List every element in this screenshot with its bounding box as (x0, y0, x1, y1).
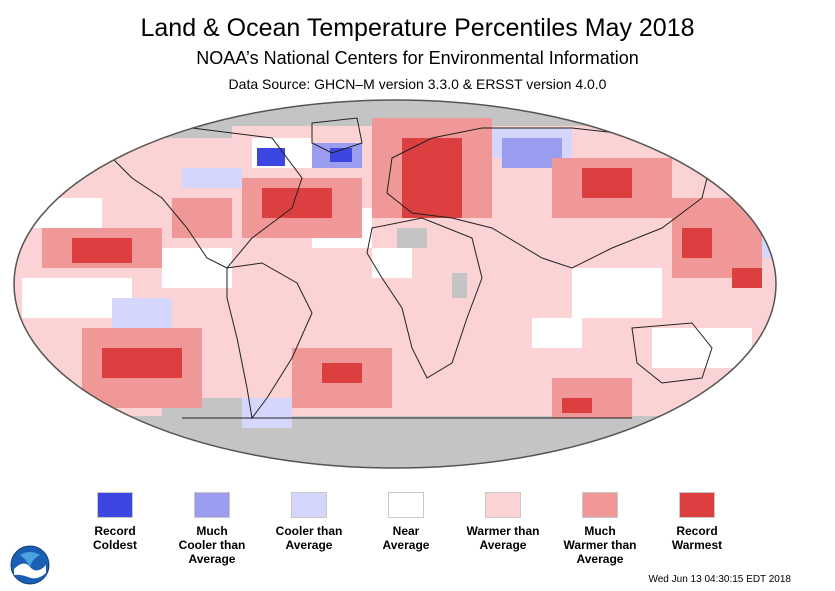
legend: Record Coldest Much Cooler than Average … (60, 492, 760, 572)
legend-item-near-average: Near Average (351, 492, 461, 552)
timestamp: Wed Jun 13 04:30:15 EDT 2018 (648, 574, 791, 585)
legend-item-record-coldest: Record Coldest (60, 492, 170, 552)
legend-label-line: Warmer than (563, 538, 637, 552)
no-data-region (397, 228, 427, 248)
legend-label: Much Warmer than Average (545, 524, 655, 566)
legend-label-line: Coldest (92, 538, 137, 552)
record-warmest-region (732, 268, 762, 288)
legend-label-line: Average (479, 538, 527, 552)
world-map (12, 98, 778, 470)
legend-label: Warmer than Average (448, 524, 558, 552)
legend-label: Record Coldest (60, 524, 170, 552)
legend-swatch (679, 492, 715, 518)
legend-label-line: Average (285, 538, 333, 552)
near-average-region (572, 268, 662, 318)
legend-label-line: Average (576, 552, 624, 566)
legend-label: Near Average (351, 524, 461, 552)
arctic-no-data-region (52, 124, 232, 138)
legend-label-line: Much (196, 524, 228, 538)
antarctic-no-data-region (14, 416, 776, 468)
record-warmest-region (402, 138, 462, 218)
africa-outline (366, 217, 483, 379)
near-average-region (372, 248, 412, 278)
legend-label-line: Average (382, 538, 430, 552)
legend-label-line: Cooler than (275, 524, 343, 538)
map-subtitle: NOAA’s National Centers for Environmenta… (196, 48, 639, 68)
record-warmest-region (682, 228, 712, 258)
legend-item-much-warmer: Much Warmer than Average (545, 492, 655, 566)
near-average-region (532, 318, 582, 348)
noaa-logo (10, 545, 50, 585)
legend-swatch (582, 492, 618, 518)
legend-label-line: Warmest (671, 538, 723, 552)
near-average-region (14, 198, 102, 228)
record-warmest-region (582, 168, 632, 198)
near-average-region (652, 328, 752, 368)
legend-item-much-cooler: Much Cooler than Average (157, 492, 267, 566)
legend-item-record-warmest: Record Warmest (642, 492, 752, 552)
greenland-outline (311, 117, 363, 154)
noaa-logo-icon (10, 545, 50, 585)
record-coldest-region (257, 148, 285, 166)
world-map-svg (13, 99, 777, 469)
legend-swatch (194, 492, 230, 518)
data-source: Data Source: GHCN–M version 3.3.0 & ERSS… (228, 76, 607, 92)
cooler-than-average-region (182, 168, 242, 188)
legend-label-line: Average (188, 552, 236, 566)
australia-outline (631, 322, 713, 384)
no-data-region (452, 273, 467, 298)
legend-label-line: Warmer than (466, 524, 540, 538)
legend-item-cooler: Cooler than Average (254, 492, 364, 552)
record-warmest-region (102, 348, 182, 378)
legend-item-warmer: Warmer than Average (448, 492, 558, 552)
map-title: Land & Ocean Temperature Percentiles May… (140, 14, 695, 42)
legend-label-line: Record (676, 524, 718, 538)
record-warmest-region (322, 363, 362, 383)
legend-label: Record Warmest (642, 524, 752, 552)
legend-swatch (291, 492, 327, 518)
much-warmer-than-average-region (172, 198, 232, 238)
south-america-outline (226, 262, 313, 420)
record-warmest-region (72, 238, 132, 263)
legend-label-line: Cooler than (178, 538, 246, 552)
legend-swatch (97, 492, 133, 518)
continent-outlines (106, 117, 713, 420)
record-warmest-region (562, 398, 592, 413)
legend-label-line: Much (584, 524, 616, 538)
eurasia-outline (386, 127, 713, 269)
legend-label-line: Record (94, 524, 136, 538)
globe-border (13, 99, 777, 469)
legend-swatch (485, 492, 521, 518)
cooler-than-average-region (242, 398, 292, 428)
cooler-than-average-region (112, 298, 172, 328)
legend-label: Much Cooler than Average (157, 524, 267, 566)
legend-label: Cooler than Average (254, 524, 364, 552)
legend-label-line: Near (392, 524, 420, 538)
legend-swatch (388, 492, 424, 518)
near-average-region (162, 248, 232, 288)
